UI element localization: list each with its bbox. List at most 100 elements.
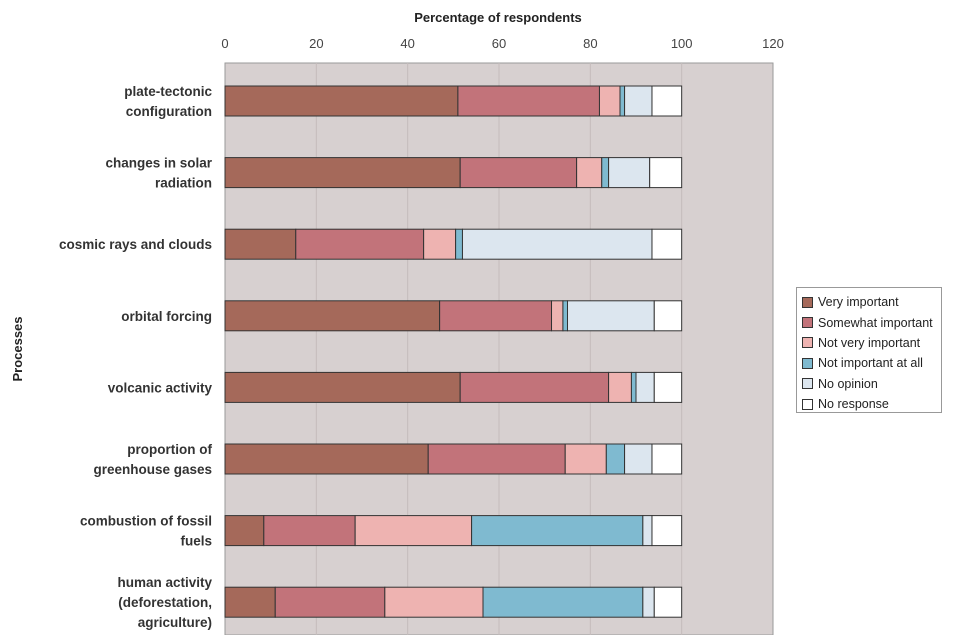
category-label-line: orbital forcing <box>121 309 212 324</box>
legend-item: No response <box>802 394 941 414</box>
legend-item: Not very important <box>802 333 941 353</box>
bar-segment <box>562 300 569 332</box>
bar-segment <box>564 443 607 475</box>
category-label-line: changes in solar <box>105 156 212 171</box>
legend-item: No opinion <box>802 374 941 394</box>
x-tick-labels: 0 20 40 60 80 100 120 <box>221 36 783 51</box>
legend-swatch <box>802 337 813 349</box>
x-tick-label: 120 <box>762 36 784 51</box>
bar-segment <box>459 371 610 403</box>
x-tick-label: 20 <box>309 36 323 51</box>
bar-segment <box>482 586 644 618</box>
bar-segment <box>601 157 610 189</box>
bar-segment <box>224 228 297 260</box>
bar-segment <box>598 85 621 117</box>
bar-segment <box>651 443 683 475</box>
bar-segment <box>224 85 459 117</box>
category-label-line: greenhouse gases <box>93 462 212 477</box>
category-labels: plate-tectonic configuration changes in so… <box>59 84 213 630</box>
bar-segment <box>605 443 626 475</box>
bar-segment <box>224 371 461 403</box>
bar-segment <box>551 300 564 332</box>
bar-segment <box>624 443 653 475</box>
legend-swatch <box>802 378 813 390</box>
bar-segment <box>642 515 653 547</box>
legend-swatch <box>802 317 813 329</box>
legend-item: Not important at all <box>802 353 941 373</box>
bar-segment <box>635 371 655 403</box>
x-axis-title: Percentage of respondents <box>414 10 582 25</box>
x-tick-label: 40 <box>400 36 414 51</box>
bar-segment <box>651 228 683 260</box>
legend-label: No response <box>818 397 889 412</box>
bar-segment <box>651 515 683 547</box>
bar-segment <box>384 586 484 618</box>
legend: Very important Somewhat important Not very… <box>796 287 942 413</box>
x-tick-label: 60 <box>492 36 506 51</box>
bar-segment <box>295 228 425 260</box>
category-label-line: plate-tectonic <box>124 84 212 99</box>
category-label-line: fuels <box>180 534 212 549</box>
category-label: human activity (deforestation, agriculture… <box>117 575 212 630</box>
bar-segment <box>630 371 637 403</box>
bar-segment <box>619 85 626 117</box>
legend-swatch <box>802 398 813 410</box>
bar-segment <box>649 157 683 189</box>
bar-segment <box>608 371 632 403</box>
bar-segment <box>567 300 655 332</box>
bar-segment <box>423 228 457 260</box>
category-label-line: combustion of fossil <box>80 514 212 529</box>
category-label-line: radiation <box>155 176 212 191</box>
bar-segment <box>263 515 356 547</box>
bar-segment <box>274 586 386 618</box>
legend-swatch <box>802 296 813 308</box>
category-label-line: (deforestation, <box>118 595 212 610</box>
legend-label: Not very important <box>818 335 921 350</box>
bar-segment <box>439 300 553 332</box>
bar-segment <box>624 85 653 117</box>
bar-segment <box>455 228 463 260</box>
category-label-line: cosmic rays and clouds <box>59 237 212 252</box>
legend-swatch <box>802 357 813 369</box>
category-label: orbital forcing <box>121 309 212 324</box>
category-label: volcanic activity <box>108 380 213 395</box>
bar-segment <box>651 85 683 117</box>
x-tick-label: 0 <box>221 36 228 51</box>
bar-segment <box>608 157 651 189</box>
bar-segment <box>224 300 441 332</box>
bar-segment <box>224 515 265 547</box>
legend-item: Very important <box>802 292 941 312</box>
bars <box>224 85 683 618</box>
category-label: plate-tectonic configuration <box>124 84 212 119</box>
bar-segment <box>427 443 566 475</box>
category-label: proportion of greenhouse gases <box>93 442 212 477</box>
x-tick-label: 100 <box>671 36 693 51</box>
bar-segment <box>459 157 578 189</box>
category-label-line: volcanic activity <box>108 380 213 395</box>
bar-segment <box>471 515 644 547</box>
legend-label: Not important at all <box>818 356 923 371</box>
legend-label: Very important <box>818 295 899 310</box>
category-label-line: proportion of <box>127 442 212 457</box>
bar-segment <box>457 85 600 117</box>
bar-segment <box>461 228 653 260</box>
category-label: changes in solar radiation <box>105 156 212 191</box>
category-label: cosmic rays and clouds <box>59 237 212 252</box>
bar-segment <box>354 515 473 547</box>
bar-segment <box>224 157 461 189</box>
x-tick-label: 80 <box>583 36 597 51</box>
legend-label: No opinion <box>818 376 878 391</box>
legend-label: Somewhat important <box>818 315 933 330</box>
category-label: combustion of fossil fuels <box>80 514 212 549</box>
category-label-line: human activity <box>117 575 212 590</box>
bar-segment <box>224 586 276 618</box>
category-label-line: agriculture) <box>138 615 212 630</box>
y-axis-title: Processes <box>10 316 25 381</box>
legend-item: Somewhat important <box>802 312 941 332</box>
bar-segment <box>642 586 655 618</box>
bar-segment <box>653 371 683 403</box>
bar-segment <box>653 586 683 618</box>
bar-segment <box>576 157 603 189</box>
category-label-line: configuration <box>126 104 212 119</box>
